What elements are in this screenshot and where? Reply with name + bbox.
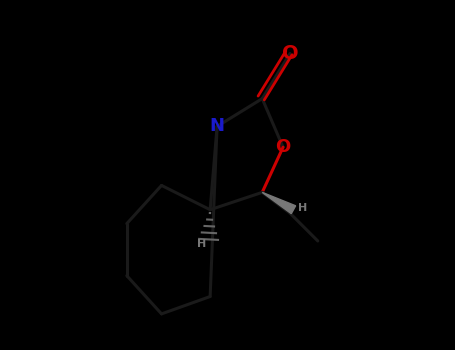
Text: H: H bbox=[197, 239, 206, 250]
Text: H: H bbox=[298, 203, 307, 213]
Text: O: O bbox=[282, 44, 298, 63]
Text: O: O bbox=[275, 138, 291, 156]
Text: N: N bbox=[210, 117, 225, 135]
Polygon shape bbox=[262, 193, 296, 214]
